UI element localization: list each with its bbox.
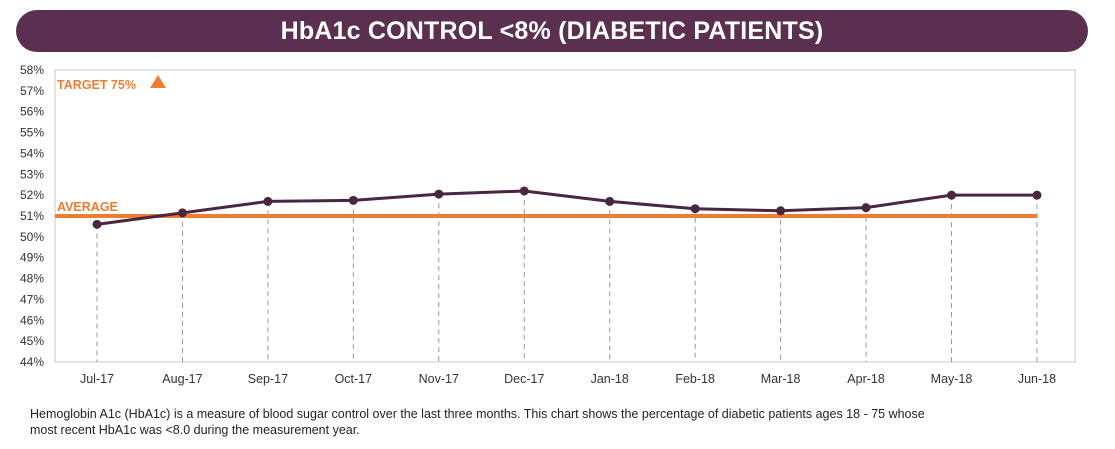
data-point <box>434 189 444 199</box>
chart-title: HbA1c CONTROL <8% (DIABETIC PATIENTS) <box>280 16 824 45</box>
x-tick-label: May-18 <box>931 372 973 386</box>
y-tick-label: 50% <box>20 230 44 244</box>
data-point <box>92 219 102 229</box>
y-axis: 44% 45% 46% 47% 48% 49% 50% 51% 52% 53% 54% 55% 56% 5… <box>20 63 44 369</box>
y-tick-label: 57% <box>20 84 44 98</box>
y-tick-label: 56% <box>20 105 44 119</box>
y-tick-label: 54% <box>20 146 44 160</box>
y-tick-label: 55% <box>20 126 44 140</box>
y-tick-label: 49% <box>20 251 44 265</box>
data-point <box>605 196 615 206</box>
x-tick-label: Feb-18 <box>675 372 715 386</box>
target-label: TARGET 75% <box>57 78 136 92</box>
y-tick-label: 44% <box>20 355 44 369</box>
data-point <box>519 186 529 196</box>
y-tick-label: 46% <box>20 313 44 327</box>
caption-line-1: Hemoglobin A1c (HbA1c) is a measure of b… <box>30 407 925 421</box>
data-point <box>776 206 786 216</box>
data-point <box>177 208 187 218</box>
x-axis: Jul-17 Aug-17 Sep-17 Oct-17 Nov-17 Dec-17 Jan-… <box>80 372 1056 386</box>
chart-caption: Hemoglobin A1c (HbA1c) is a measure of b… <box>30 406 1100 438</box>
y-tick-label: 58% <box>20 63 44 77</box>
target-annotation: TARGET 75% <box>57 75 166 92</box>
title-banner: HbA1c CONTROL <8% (DIABETIC PATIENTS) <box>16 10 1088 52</box>
x-tick-label: Nov-17 <box>419 372 459 386</box>
y-tick-label: 45% <box>20 334 44 348</box>
data-point <box>348 195 358 205</box>
y-tick-label: 51% <box>20 209 44 223</box>
data-point <box>690 204 700 214</box>
caption-line-2: most recent HbA1c was <8.0 during the me… <box>30 423 360 437</box>
x-tick-label: Mar-18 <box>761 372 801 386</box>
series-group <box>92 186 1042 229</box>
data-point <box>263 196 273 206</box>
data-point <box>947 190 956 200</box>
x-tick-label: Jan-18 <box>591 372 629 386</box>
data-point <box>861 203 871 213</box>
x-tick-label: Aug-17 <box>162 372 202 386</box>
average-label: AVERAGE <box>57 200 118 214</box>
y-tick-label: 53% <box>20 167 44 181</box>
data-point <box>1032 190 1042 200</box>
x-tick-label: Dec-17 <box>504 372 544 386</box>
x-tick-label: Jun-18 <box>1018 372 1056 386</box>
x-tick-label: Apr-18 <box>847 372 885 386</box>
x-tick-label: Jul-17 <box>80 372 114 386</box>
x-tick-label: Oct-17 <box>335 372 373 386</box>
y-tick-label: 52% <box>20 188 44 202</box>
x-tick-label: Sep-17 <box>248 372 288 386</box>
y-tick-label: 47% <box>20 292 44 306</box>
triangle-up-icon <box>150 75 166 88</box>
series-line <box>96 189 1037 226</box>
vertical-guides <box>96 190 1038 362</box>
y-tick-label: 48% <box>20 272 44 286</box>
reference-lines: AVERAGE <box>55 200 1037 218</box>
